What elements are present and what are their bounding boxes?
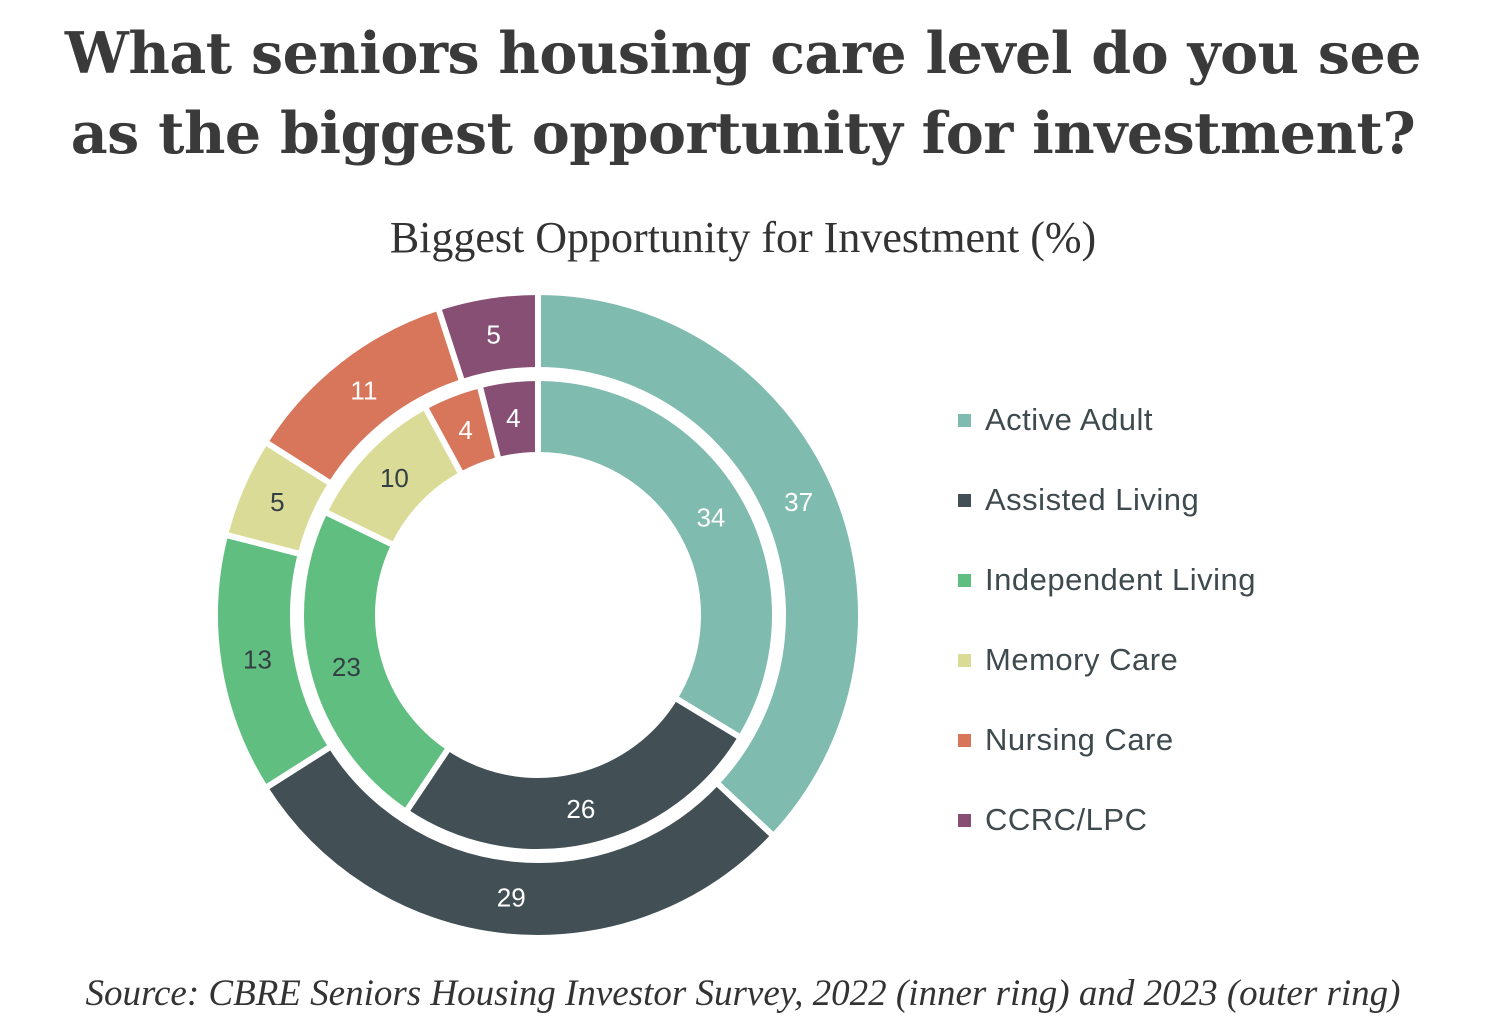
chart-title: Biggest Opportunity for Investment (%) [389,213,1097,262]
legend-item: Nursing Care [958,700,1256,780]
legend-label: Active Adult [985,402,1153,437]
legend-label: CCRC/LPC [985,802,1148,837]
segment-value-label: 34 [696,503,725,533]
segment-value-label: 10 [380,463,409,493]
legend-swatch-icon [958,653,971,667]
title-line-2: as the biggest opportunity for investmen… [70,100,1416,167]
segment-value-label: 5 [486,319,500,349]
legend-item: Active Adult [958,380,1256,460]
segment-value-label: 5 [270,487,284,517]
legend-label: Assisted Living [985,482,1200,517]
segment-value-label: 13 [243,644,272,674]
page-title: What seniors housing care level do you s… [0,14,1486,174]
outer-ring: 37 29 13 5 11 5 [212,288,864,941]
segment-value-label: 29 [497,883,526,913]
legend-item: Assisted Living [958,460,1256,540]
legend-swatch-icon [958,413,971,427]
source-note: Source: CBRE Seniors Housing Investor Su… [85,973,1401,1014]
segment-value-label: 4 [458,415,472,445]
segment-ccrc-lpc [434,288,541,386]
legend-item: Independent Living [958,540,1256,620]
legend-label: Memory Care [985,642,1179,677]
title-line-1: What seniors housing care level do you s… [64,20,1422,87]
segment-independent-living [298,507,454,816]
segment-ccrc-lpc [475,374,541,464]
segment-value-label: 4 [506,403,520,433]
legend-label: Nursing Care [985,722,1174,757]
legend-swatch-icon [958,573,971,587]
nested-donut-chart: 34 26 23 10 4 4 37 29 13 5 11 5 [200,288,880,941]
legend-swatch-icon [958,813,971,827]
chart-legend: Active Adult Assisted Living Independent L… [958,380,1256,860]
legend-swatch-icon [958,493,971,507]
legend-swatch-icon [958,733,971,747]
segment-value-label: 37 [784,487,813,517]
segment-assisted-living [401,693,745,855]
segment-value-label: 26 [566,794,595,824]
inner-ring: 34 26 23 10 4 4 [298,374,778,855]
segment-value-label: 11 [350,376,377,406]
donut-svg: 34 26 23 10 4 4 37 29 13 5 11 5 [212,288,864,941]
segment-active-adult [535,374,778,742]
segment-assisted-living [261,742,778,941]
legend-item: Memory Care [958,620,1256,700]
legend-label: Independent Living [985,562,1257,597]
legend-item: CCRC/LPC [958,780,1256,860]
segment-value-label: 23 [332,652,361,682]
segment-active-adult [535,288,864,841]
